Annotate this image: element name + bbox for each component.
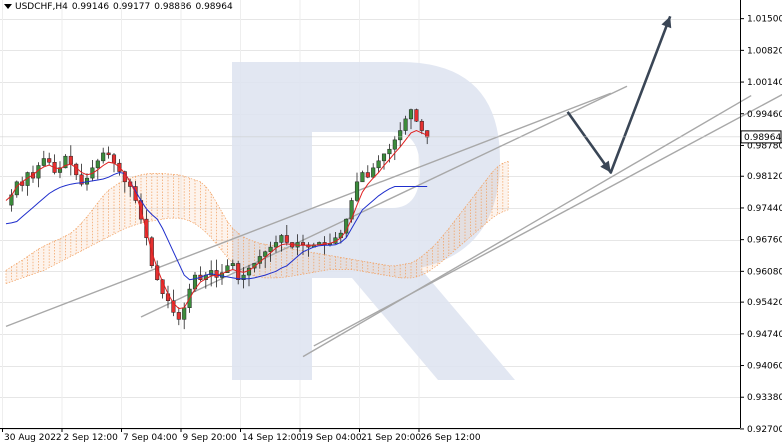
tenkan-line: [5, 129, 428, 310]
close-value: 0.98964: [195, 2, 233, 12]
price-tick-label: 0.96760: [747, 236, 782, 246]
candle-body: [219, 272, 225, 278]
time-tick-label: 9 Sep 20:00: [183, 433, 238, 443]
price-tick-label: 0.92700: [747, 425, 782, 435]
price-tick-label: 1.01500: [747, 15, 782, 25]
price-tick-label: 0.99460: [747, 110, 782, 120]
price-tick-label: 0.98780: [747, 141, 782, 151]
candle-body: [300, 242, 306, 246]
cloud-top-line: [5, 160, 509, 271]
candle-body: [268, 246, 273, 253]
candle-body: [14, 181, 19, 196]
open-value: 0.99146: [71, 2, 110, 12]
candle-body: [171, 300, 176, 313]
cloud-fill: [6, 161, 509, 284]
time-tick-label: 7 Sep 04:00: [123, 433, 178, 443]
candle-body: [182, 307, 187, 320]
current-price-box: [740, 130, 782, 144]
candle-body: [144, 218, 149, 239]
candle-body: [209, 270, 214, 276]
candle-body: [95, 160, 100, 169]
candle-body: [263, 251, 268, 257]
price-tick-label: 1.00140: [747, 78, 782, 88]
channel-line: [5, 92, 612, 328]
low-value: 0.98886: [154, 2, 192, 12]
candle-body: [279, 235, 284, 243]
time-tick-label: 2 Sep 12:00: [64, 433, 119, 443]
candle-body: [398, 130, 403, 141]
price-tick-label: 0.98120: [747, 172, 782, 182]
candle-body: [381, 153, 387, 162]
time-tick-label: 21 Sep 20:00: [361, 433, 421, 443]
cloud-bottom-line: [5, 209, 509, 284]
time-tick-label: 26 Sep 12:00: [421, 433, 481, 443]
watermark-logo: [232, 62, 515, 380]
time-tick-label: 14 Sep 12:00: [242, 433, 302, 443]
candle-body: [47, 158, 52, 163]
candle-body: [101, 152, 106, 162]
price-tick-label: 0.94740: [747, 330, 782, 340]
forecast-arrow-head-up: [661, 16, 672, 29]
candle-body: [165, 293, 171, 301]
forecast-arrow-path: [566, 15, 672, 174]
candle-body: [106, 152, 111, 156]
candle-body: [225, 265, 230, 273]
price-tick-label: 1.00820: [747, 46, 782, 56]
time-tick-label: 30 Aug 2022: [4, 433, 62, 443]
candle-body: [79, 174, 84, 185]
candle-body: [425, 130, 430, 138]
price-tick-label: 0.97440: [747, 204, 782, 214]
forecast-arrow: [566, 15, 672, 174]
candle-body: [360, 172, 365, 183]
chart-header: USDCHF,H4 0.99146 0.99177 0.98886 0.98964: [4, 2, 237, 12]
candle-body: [241, 274, 246, 280]
candle-body: [371, 167, 376, 178]
candle-body: [214, 270, 219, 278]
candle-body: [408, 109, 414, 120]
trend-channel-lines: [5, 85, 782, 358]
high-value: 0.99177: [113, 2, 151, 12]
candle-body: [111, 154, 117, 164]
candle-body: [230, 263, 235, 267]
candle-body: [41, 158, 46, 166]
watermark-r-shape: [232, 62, 515, 380]
candle-body: [68, 155, 73, 165]
candle-body: [392, 139, 397, 150]
candle-body: [414, 109, 419, 122]
price-tick-label: 0.96080: [747, 267, 782, 277]
price-tick-label: 0.95420: [747, 298, 782, 308]
current-price-label: 0.98964: [744, 133, 781, 143]
forecast-arrow-head-down: [600, 160, 611, 173]
symbol-label: USDCHF,H4: [15, 2, 68, 12]
candle-body: [176, 312, 181, 320]
candle-body: [365, 172, 370, 178]
ichimoku-lines: [5, 129, 428, 310]
candle-body: [376, 160, 381, 169]
candle-body: [284, 235, 289, 243]
candle-body: [57, 167, 63, 173]
candle-body: [419, 120, 424, 131]
price-tick-label: 0.93380: [747, 393, 782, 403]
candle-body: [387, 148, 392, 155]
candle-body: [63, 155, 68, 169]
price-tick-label: 0.94060: [747, 362, 782, 372]
candles: [9, 108, 430, 330]
candle-body: [273, 242, 279, 248]
time-tick-label: 19 Sep 04:00: [302, 433, 362, 443]
dropdown-triangle-icon[interactable]: [4, 4, 12, 9]
candle-body: [354, 181, 360, 201]
channel-line: [302, 94, 752, 358]
candle-body: [246, 267, 252, 276]
candle-body: [403, 118, 408, 131]
channel-line: [313, 93, 782, 347]
